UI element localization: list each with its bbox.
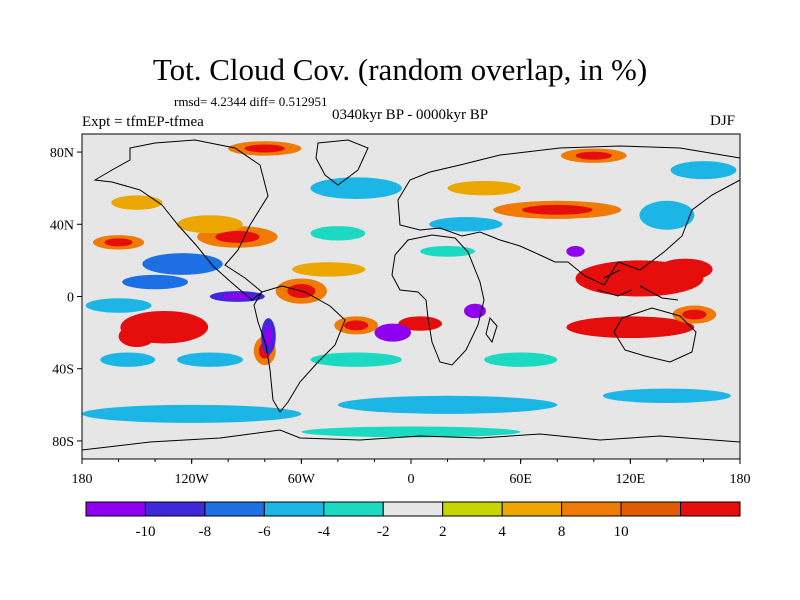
colorbar: -10 -8 -6 -4 -2 2 4 8 10 [85,501,741,540]
colorbar-swatch [620,501,682,517]
anomaly-region [177,352,243,367]
colorbar-swatch [442,501,503,517]
y-tick-label: 0 [67,291,74,306]
x-tick-label: 120W [175,472,210,487]
anomaly-region-core [570,248,581,255]
anomaly-region [85,298,152,313]
coast-north-america [93,139,269,301]
anomaly-region-core [595,321,666,334]
colorbar-swatch [85,501,146,517]
coast-antarctica [82,429,740,451]
x-tick-label: 120E [616,472,646,487]
y-tick-label: 40N [50,218,74,233]
anomaly-regions [82,141,737,438]
colorbar-swatch [382,501,444,517]
anomaly-region-core [244,144,285,153]
colorbar-swatch [144,501,206,517]
colorbar-label: -10 [135,524,155,540]
anomaly-region [484,352,558,367]
anomaly-region-core [522,204,593,215]
anomaly-region [337,395,558,414]
anomaly-region [177,215,243,234]
period-label: 0340kyr BP - 0000kyr BP [331,107,489,123]
x-tick-label: 60W [288,472,316,487]
chart-title: Tot. Cloud Cov. (random overlap, in %) [152,52,648,87]
experiment-label: Expt = tfmEP-tfmea [82,114,204,130]
colorbar-swatch [680,501,741,517]
colorbar-swatch [501,501,563,517]
anomaly-region [310,177,402,200]
anomaly-region [429,217,503,232]
y-tick-label: 40S [52,363,74,378]
anomaly-region-core [682,309,707,320]
anomaly-region-core [126,330,147,343]
anomaly-region [639,200,695,230]
y-tick-label: 80N [50,146,74,161]
anomaly-region [310,226,366,241]
colorbar-label: -8 [199,524,212,540]
colorbar-label: 4 [498,524,506,540]
anomaly-region [447,180,521,196]
anomaly-region-core [670,263,701,276]
anomaly-region-core [382,327,403,338]
anomaly-region [670,161,737,180]
coast-eurasia [397,145,740,286]
anomaly-region [82,404,302,423]
season-label: DJF [710,113,736,129]
x-tick-label: 60E [509,472,532,487]
anomaly-region [142,253,223,275]
anomaly-region [301,426,521,438]
stats-label: rmsd= 4.2344 diff= 0.512951 [174,94,328,109]
x-tick-label: 0 [408,472,415,487]
anomaly-region-core [408,319,433,328]
anomaly-region-core [215,230,260,243]
anomaly-region-core [264,326,273,347]
coast-australia [613,307,697,363]
coastlines [82,139,740,451]
anomaly-region [292,262,366,277]
coast-maritime-continent [597,269,679,301]
anomaly-region-core [104,238,133,247]
anomaly-region-core [575,151,612,160]
x-tick-label: 180 [730,472,751,487]
colorbar-swatch [263,501,325,517]
anomaly-region [602,388,731,404]
colorbar-label: 8 [558,524,566,540]
colorbar-label: -6 [258,524,271,540]
anomaly-region [111,195,163,210]
x-tick-label: 180 [72,472,93,487]
colorbar-label: 2 [439,524,447,540]
anomaly-region-core [222,293,253,300]
anomaly-region [122,274,189,290]
colorbar-swatch [561,501,622,517]
anomaly-region [310,352,402,367]
anomaly-region-core [468,306,482,315]
anomaly-region [100,352,156,367]
colorbar-label: -2 [377,524,390,540]
colorbar-swatch [204,501,265,517]
coast-africa [391,234,485,366]
colorbar-label: 10 [614,524,629,540]
y-tick-label: 80S [52,435,74,450]
anomaly-region [420,245,475,257]
coast-greenland [315,139,369,186]
coast-south-america [253,285,346,413]
colorbar-swatch [323,501,384,517]
anomaly-region-core [344,320,369,331]
map-axes: 180 120W 60W 0 60E 120E 180 80N 40N 0 40S 80S [50,146,751,487]
colorbar-label: -4 [318,524,331,540]
coast-madagascar [485,316,498,344]
anomaly-region-core [604,268,675,289]
